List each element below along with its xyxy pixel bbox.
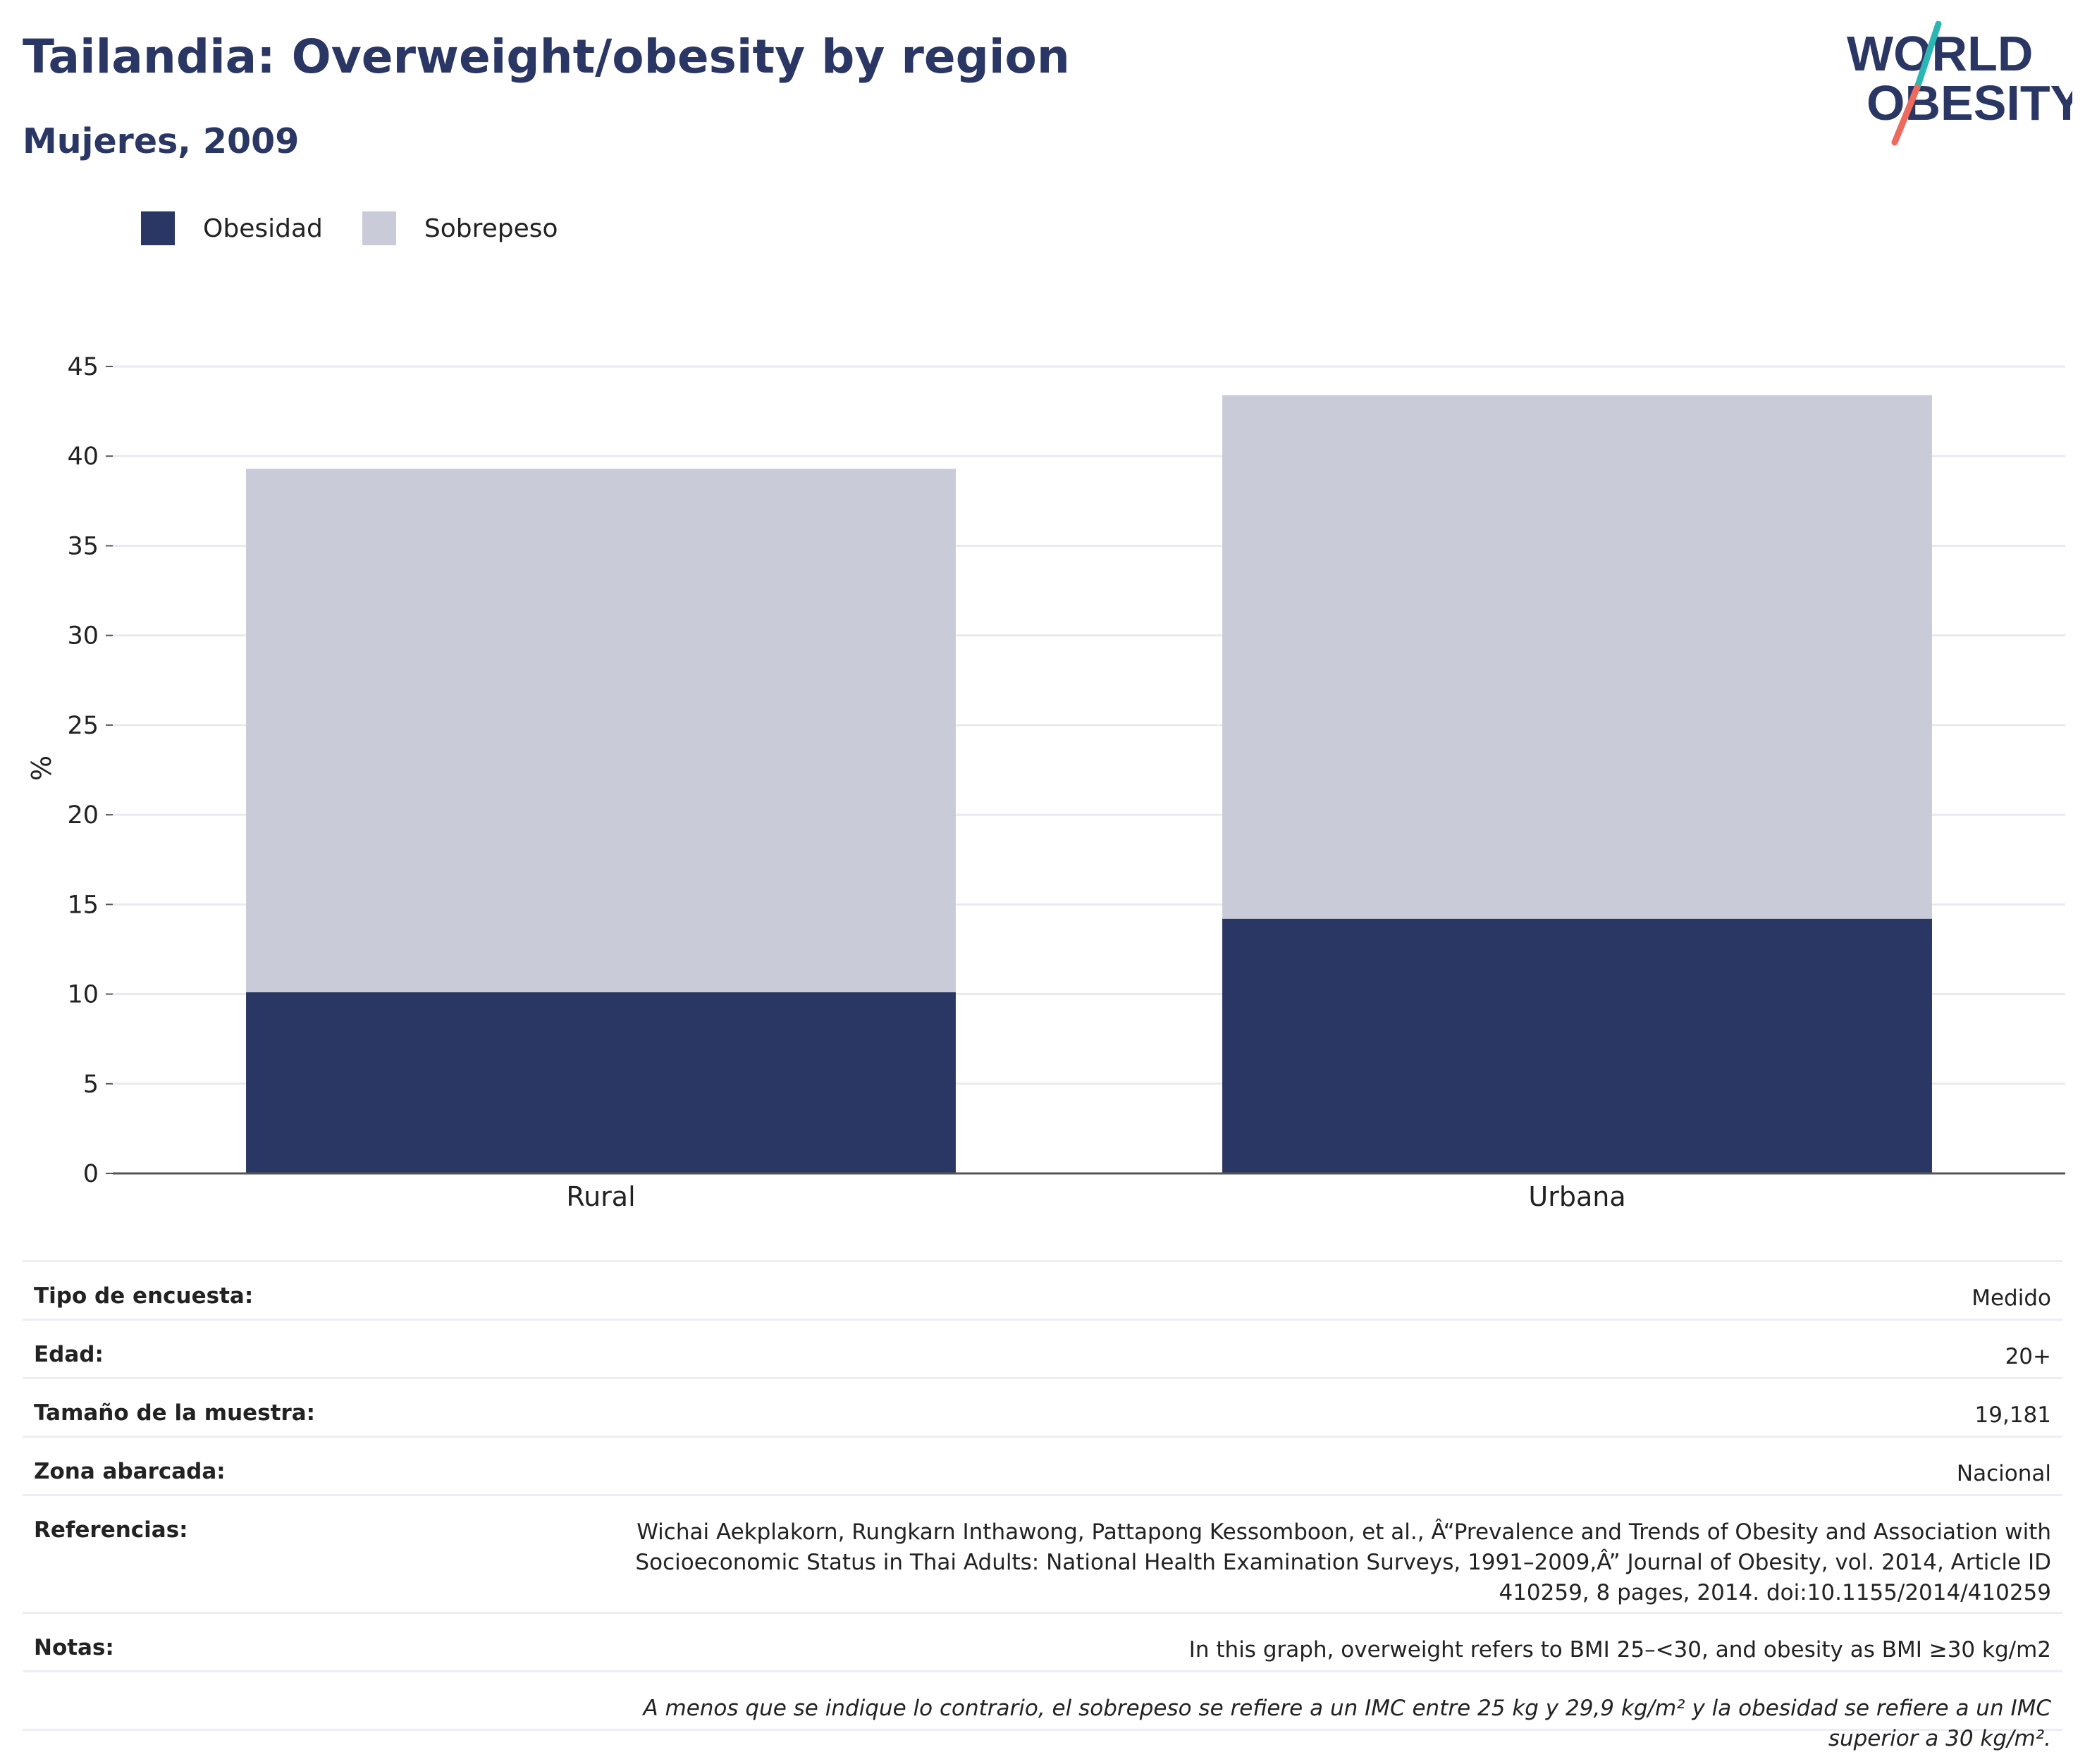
meta-label: Referencias: — [34, 1517, 188, 1543]
y-tick-label: 40 — [67, 443, 99, 471]
meta-row-age: Edad: 20+ — [23, 1319, 2062, 1377]
y-tick-label: 5 — [83, 1071, 99, 1099]
y-tick-label: 30 — [67, 622, 99, 650]
x-category-label: Rural — [566, 1181, 635, 1212]
y-tick-label: 45 — [67, 353, 99, 381]
meta-row-notes: Notas: In this graph, overweight refers … — [23, 1612, 2062, 1670]
x-axis-categories: Rural Urbana — [566, 1181, 1625, 1212]
chart-bars — [246, 395, 1932, 1173]
meta-footnote-row: A menos que se indique lo contrario, el … — [23, 1670, 2062, 1751]
legend-item-obesidad[interactable]: Obesidad — [141, 211, 323, 245]
y-tick-label: 35 — [67, 532, 99, 560]
y-tick-label: 20 — [67, 801, 99, 829]
legend-label-obesidad: Obesidad — [203, 214, 323, 243]
bar-sobrepeso-rural[interactable] — [246, 469, 956, 993]
meta-value: In this graph, overweight refers to BMI … — [1188, 1637, 2051, 1663]
bar-sobrepeso-urbana[interactable] — [1222, 395, 1932, 919]
survey-metadata-table: Tipo de encuesta: Medido Edad: 20+ Tamañ… — [23, 1260, 2062, 1751]
meta-footnote: A menos que se indique lo contrario, el … — [643, 1696, 2051, 1751]
meta-value: Medido — [1972, 1285, 2051, 1311]
y-axis-label: % — [26, 755, 57, 781]
logo-text-obesity: OBESITY — [1866, 75, 2072, 130]
y-tick-label: 25 — [67, 712, 99, 740]
legend-swatch-obesidad — [141, 211, 175, 245]
y-tick-label: 10 — [67, 981, 99, 1009]
world-obesity-logo: WORLD OBESITY — [1847, 21, 2072, 146]
bar-obesidad-rural[interactable] — [246, 992, 956, 1173]
meta-value: 19,181 — [1974, 1402, 2051, 1428]
y-tick-label: 0 — [83, 1160, 99, 1188]
y-tick-label: 15 — [67, 891, 99, 919]
bar-obesidad-urbana[interactable] — [1222, 918, 1932, 1173]
meta-row-references: Referencias: Wichai Aekplakorn, Rungkarn… — [23, 1494, 2062, 1612]
meta-label: Zona abarcada: — [34, 1459, 226, 1484]
stacked-bar-chart: 0 5 10 15 20 25 30 35 40 45 % Rural Urbana — [26, 353, 2065, 1212]
page-subtitle: Mujeres, 2009 — [23, 121, 300, 161]
meta-row-survey-type: Tipo de encuesta: Medido — [23, 1260, 2062, 1319]
meta-label: Tamaño de la muestra: — [34, 1400, 316, 1426]
meta-value: Wichai Aekplakorn, Rungkarn Inthawong, P… — [635, 1519, 2051, 1605]
meta-label: Edad: — [34, 1342, 104, 1367]
meta-label: Notas: — [34, 1635, 114, 1660]
meta-value: Nacional — [1956, 1461, 2051, 1486]
y-axis-ticks: 0 5 10 15 20 25 30 35 40 45 — [67, 353, 113, 1188]
meta-row-sample-size: Tamaño de la muestra: 19,181 — [23, 1377, 2062, 1436]
meta-row-coverage: Zona abarcada: Nacional — [23, 1436, 2062, 1494]
x-category-label: Urbana — [1528, 1181, 1625, 1212]
logo-slash-teal — [1914, 21, 1942, 91]
legend-label-sobrepeso: Sobrepeso — [424, 214, 558, 243]
meta-value: 20+ — [2005, 1344, 2051, 1369]
meta-label: Tipo de encuesta: — [34, 1283, 254, 1309]
legend-swatch-sobrepeso — [362, 211, 396, 245]
page-title: Tailandia: Overweight/obesity by region — [23, 30, 1070, 84]
logo-text-world: WORLD — [1847, 26, 2033, 81]
meta-bottom-rule — [23, 1729, 2062, 1731]
chart-legend: Obesidad Sobrepeso — [141, 210, 598, 247]
legend-item-sobrepeso[interactable]: Sobrepeso — [362, 211, 558, 245]
logo-slash-coral — [1891, 84, 1921, 146]
